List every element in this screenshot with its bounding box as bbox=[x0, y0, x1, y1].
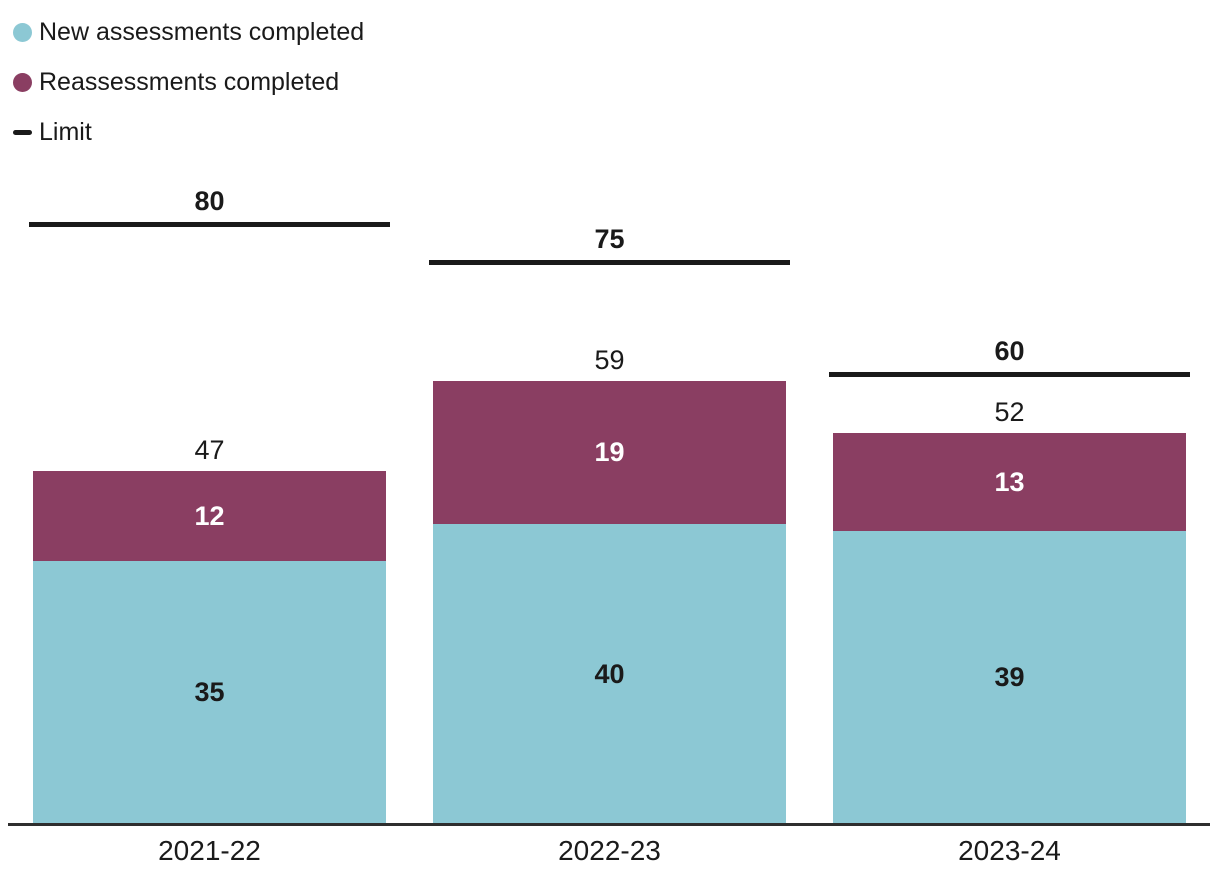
total-value-label: 47 bbox=[194, 434, 225, 465]
x-axis-line bbox=[8, 823, 1210, 826]
legend-label-reassessments: Reassessments completed bbox=[39, 67, 340, 96]
bar-segment-new-assessments-value: 40 bbox=[594, 658, 625, 689]
limit-value-label: 80 bbox=[194, 185, 225, 216]
bar-segment-new-assessments-value: 35 bbox=[194, 677, 225, 707]
bar-segment-reassessments-value: 13 bbox=[994, 466, 1025, 497]
total-value-label: 52 bbox=[994, 396, 1025, 427]
bar-segment-new-assessments: 40 bbox=[433, 524, 786, 824]
bar-segment-reassessments-value: 19 bbox=[594, 437, 625, 467]
limit-value-label: 75 bbox=[594, 223, 625, 254]
legend-item-limit: Limit bbox=[13, 107, 364, 157]
x-axis-category-label: 2022-23 bbox=[558, 835, 661, 866]
bar-segment-reassessments: 12 bbox=[33, 471, 386, 561]
bar-segment-new-assessments: 39 bbox=[833, 531, 1186, 824]
bar-segment-reassessments: 19 bbox=[433, 381, 786, 524]
bar-segment-reassessments-value: 12 bbox=[194, 500, 225, 531]
limit-line bbox=[29, 222, 390, 227]
chart-legend: New assessments completed Reassessments … bbox=[13, 7, 364, 157]
limit-line bbox=[429, 260, 790, 265]
legend-circle-marker-reassessments bbox=[13, 72, 32, 92]
x-axis-category-label: 2023-24 bbox=[958, 835, 1061, 866]
bar-segment-reassessments: 13 bbox=[833, 433, 1186, 531]
legend-circle-marker-new-assessments bbox=[13, 22, 32, 42]
total-value-label: 59 bbox=[594, 344, 625, 375]
limit-value-label: 60 bbox=[994, 335, 1025, 366]
bar-segment-new-assessments-value: 39 bbox=[994, 662, 1025, 692]
legend-item-reassessments: Reassessments completed bbox=[13, 57, 364, 107]
legend-label-limit: Limit bbox=[39, 117, 92, 146]
legend-label-new-assessments: New assessments completed bbox=[39, 17, 365, 46]
x-axis-category-label: 2021-22 bbox=[158, 835, 261, 866]
limit-line bbox=[829, 372, 1190, 377]
legend-dash-marker-limit bbox=[13, 129, 32, 135]
bar-segment-new-assessments: 35 bbox=[33, 561, 386, 824]
legend-item-new-assessments: New assessments completed bbox=[13, 7, 364, 57]
